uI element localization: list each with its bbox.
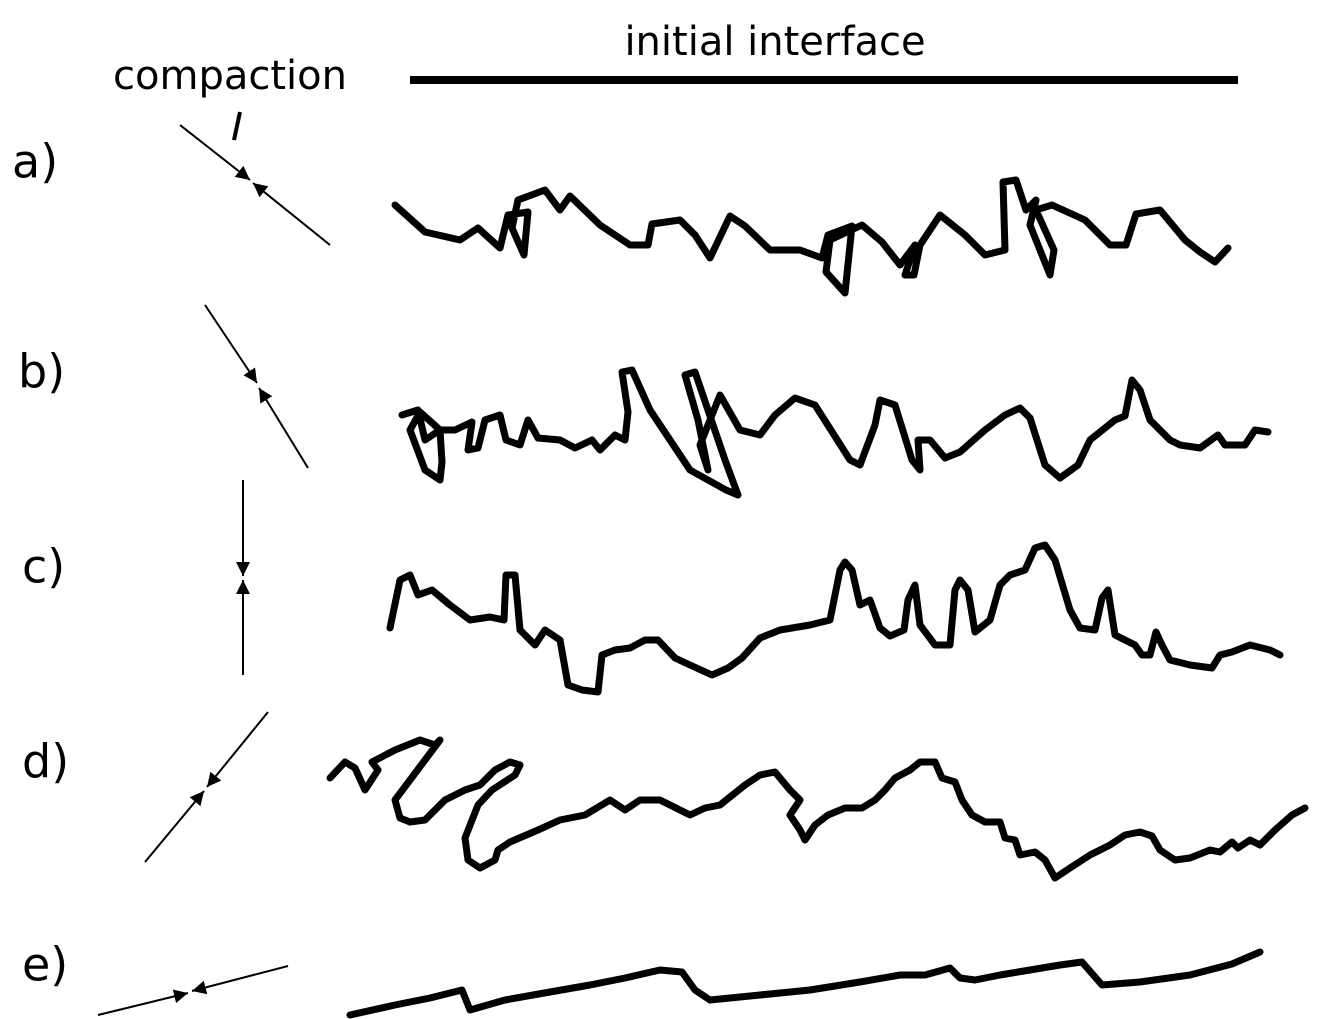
arrow xyxy=(144,790,205,863)
arrow xyxy=(191,965,289,995)
panel-label: b) xyxy=(18,345,65,399)
panel-label: d) xyxy=(22,735,69,789)
arrow xyxy=(179,124,251,181)
panel-label: c) xyxy=(22,540,65,594)
arrow xyxy=(206,711,269,788)
arrow xyxy=(204,304,258,384)
compaction-label: compaction xyxy=(113,53,347,99)
pointer xyxy=(232,111,242,141)
interface-a xyxy=(391,176,1232,297)
interface-d xyxy=(326,736,1309,882)
arrow xyxy=(252,182,331,246)
panel-label: e) xyxy=(22,938,68,992)
title: initial interface xyxy=(624,19,925,65)
compaction-arrows xyxy=(97,124,331,1016)
interface-e xyxy=(346,948,1264,1019)
interface-c xyxy=(386,541,1284,696)
panel-label: a) xyxy=(12,135,58,189)
arrow xyxy=(97,989,189,1016)
arrow xyxy=(258,387,309,469)
interface-b xyxy=(398,366,1272,499)
